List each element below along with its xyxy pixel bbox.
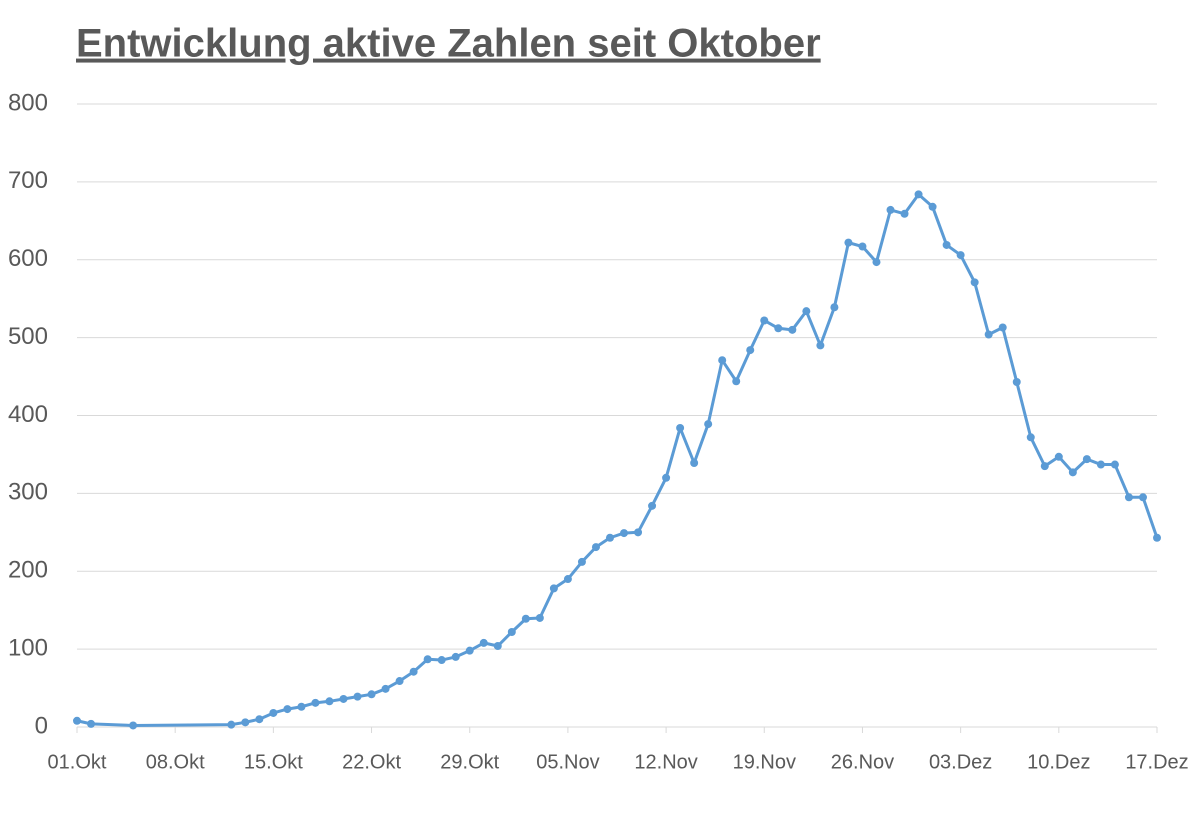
x-tick-label: 01.Okt [48,751,107,773]
data-point [872,258,881,267]
x-tick-label: 15.Okt [244,751,303,773]
data-point [451,652,460,661]
data-point [563,575,572,584]
data-point [1054,452,1063,461]
data-point [704,420,713,429]
data-point [970,278,979,287]
x-tick-label: 29.Okt [440,751,499,773]
data-point [844,238,853,247]
data-point [858,242,867,251]
data-point [1040,462,1049,471]
y-tick-label: 100 [8,634,48,661]
data-point [746,346,755,355]
x-tick-label: 22.Okt [342,751,401,773]
data-point [241,718,250,727]
data-point [718,356,727,365]
data-point [788,325,797,334]
y-tick-label: 300 [8,479,48,506]
data-point [816,341,825,350]
data-point [732,377,741,386]
data-point [928,202,937,211]
data-point [549,584,558,593]
data-point [1012,378,1021,387]
y-tick-label: 200 [8,557,48,584]
data-point [283,705,292,714]
data-point [620,529,629,538]
data-point [900,209,909,218]
y-tick-label: 600 [8,245,48,272]
x-tick-label: 05.Nov [536,751,599,773]
data-point [297,702,306,711]
data-point [1082,455,1091,464]
data-point [1110,460,1119,469]
data-point [676,423,685,432]
data-point [535,613,544,622]
data-point [381,684,390,693]
data-point [521,614,530,623]
data-point [1096,460,1105,469]
data-point [577,557,586,566]
data-point [493,642,502,651]
x-tick-label: 26.Nov [831,751,894,773]
data-point [507,627,516,636]
data-point [269,708,278,717]
data-point [395,677,404,686]
data-point [591,543,600,552]
data-point [87,719,96,728]
data-point [760,316,769,325]
data-point [367,690,376,699]
data-point [774,324,783,333]
data-point [353,692,362,701]
data-point [465,646,474,655]
data-point [956,251,965,260]
data-point [690,459,699,468]
data-point [802,307,811,316]
data-point [255,715,264,724]
data-point [1153,533,1161,542]
data-point [479,638,488,647]
y-tick-label: 400 [8,401,48,428]
data-point [984,330,993,339]
x-tick-label: 10.Dez [1027,751,1090,773]
data-line [76,192,1159,727]
data-point [605,533,614,542]
data-point [662,473,671,482]
data-point [914,190,923,199]
x-tick-label: 08.Okt [146,751,205,773]
data-point [634,528,643,537]
data-point [325,697,334,706]
y-tick-label: 800 [8,89,48,116]
x-tick-label: 17.Dez [1125,751,1188,773]
y-tick-label: 700 [8,167,48,194]
data-point [1138,493,1147,502]
data-point [437,656,446,665]
data-point [1068,468,1077,477]
data-point [129,721,138,730]
data-point [1124,493,1133,502]
y-tick-label: 500 [8,323,48,350]
x-tick-label: 19.Nov [733,751,796,773]
data-point [648,501,657,510]
x-tick-label: 12.Nov [634,751,697,773]
data-point [227,720,236,729]
data-point [423,655,432,664]
data-point [886,205,895,214]
data-point [830,303,839,312]
data-point [311,698,320,707]
data-point [339,694,348,703]
data-point [1026,433,1035,442]
data-point [73,716,81,725]
data-point [942,240,951,249]
chart-title: Entwicklung aktive Zahlen seit Oktober [76,22,821,66]
y-tick-label: 0 [35,712,48,739]
data-point [409,667,418,676]
x-tick-label: 03.Dez [929,751,992,773]
data-point [998,323,1007,332]
